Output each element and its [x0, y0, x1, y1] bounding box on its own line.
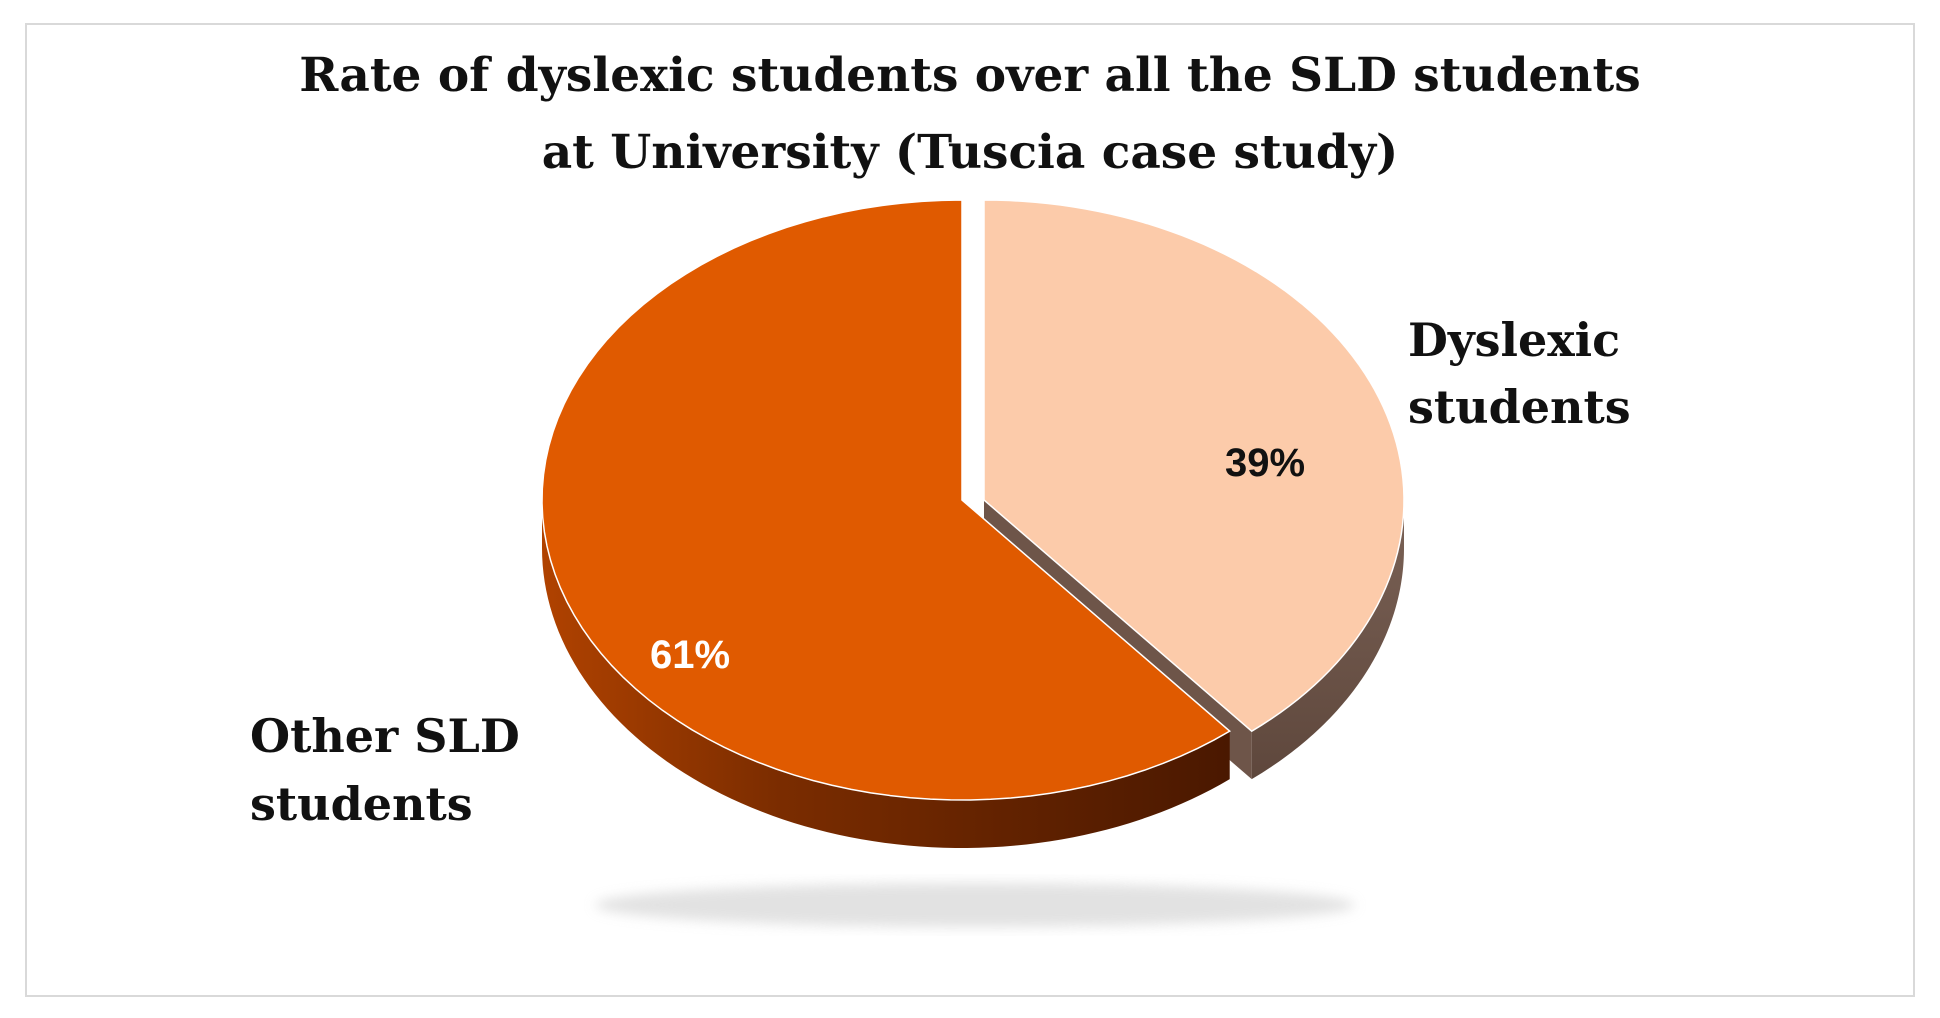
svg-text:Dyslexic: Dyslexic [1408, 313, 1620, 367]
label-other-sld-students: Other SLD students [250, 709, 520, 831]
pie-slice-dyslexic [983, 199, 1405, 733]
chart-title-line-2: at University (Tuscia case study) [542, 125, 1399, 180]
svg-text:students: students [1408, 380, 1631, 434]
value-label-other-sld: 61% [650, 633, 730, 677]
label-dyslexic-students: Dyslexic students [1408, 313, 1631, 434]
svg-text:students: students [250, 777, 473, 831]
pie-side-dyslexic [1251, 500, 1404, 780]
pie-slice-other-sld [541, 199, 1232, 801]
chart-title-line-1: Rate of dyslexic students over all the S… [299, 48, 1640, 103]
svg-text:Other SLD: Other SLD [250, 709, 520, 763]
pie-shadow [595, 883, 1355, 927]
pie-group [541, 199, 1405, 848]
value-label-dyslexic: 39% [1225, 441, 1305, 485]
pie-side-other-sld [542, 500, 1230, 848]
